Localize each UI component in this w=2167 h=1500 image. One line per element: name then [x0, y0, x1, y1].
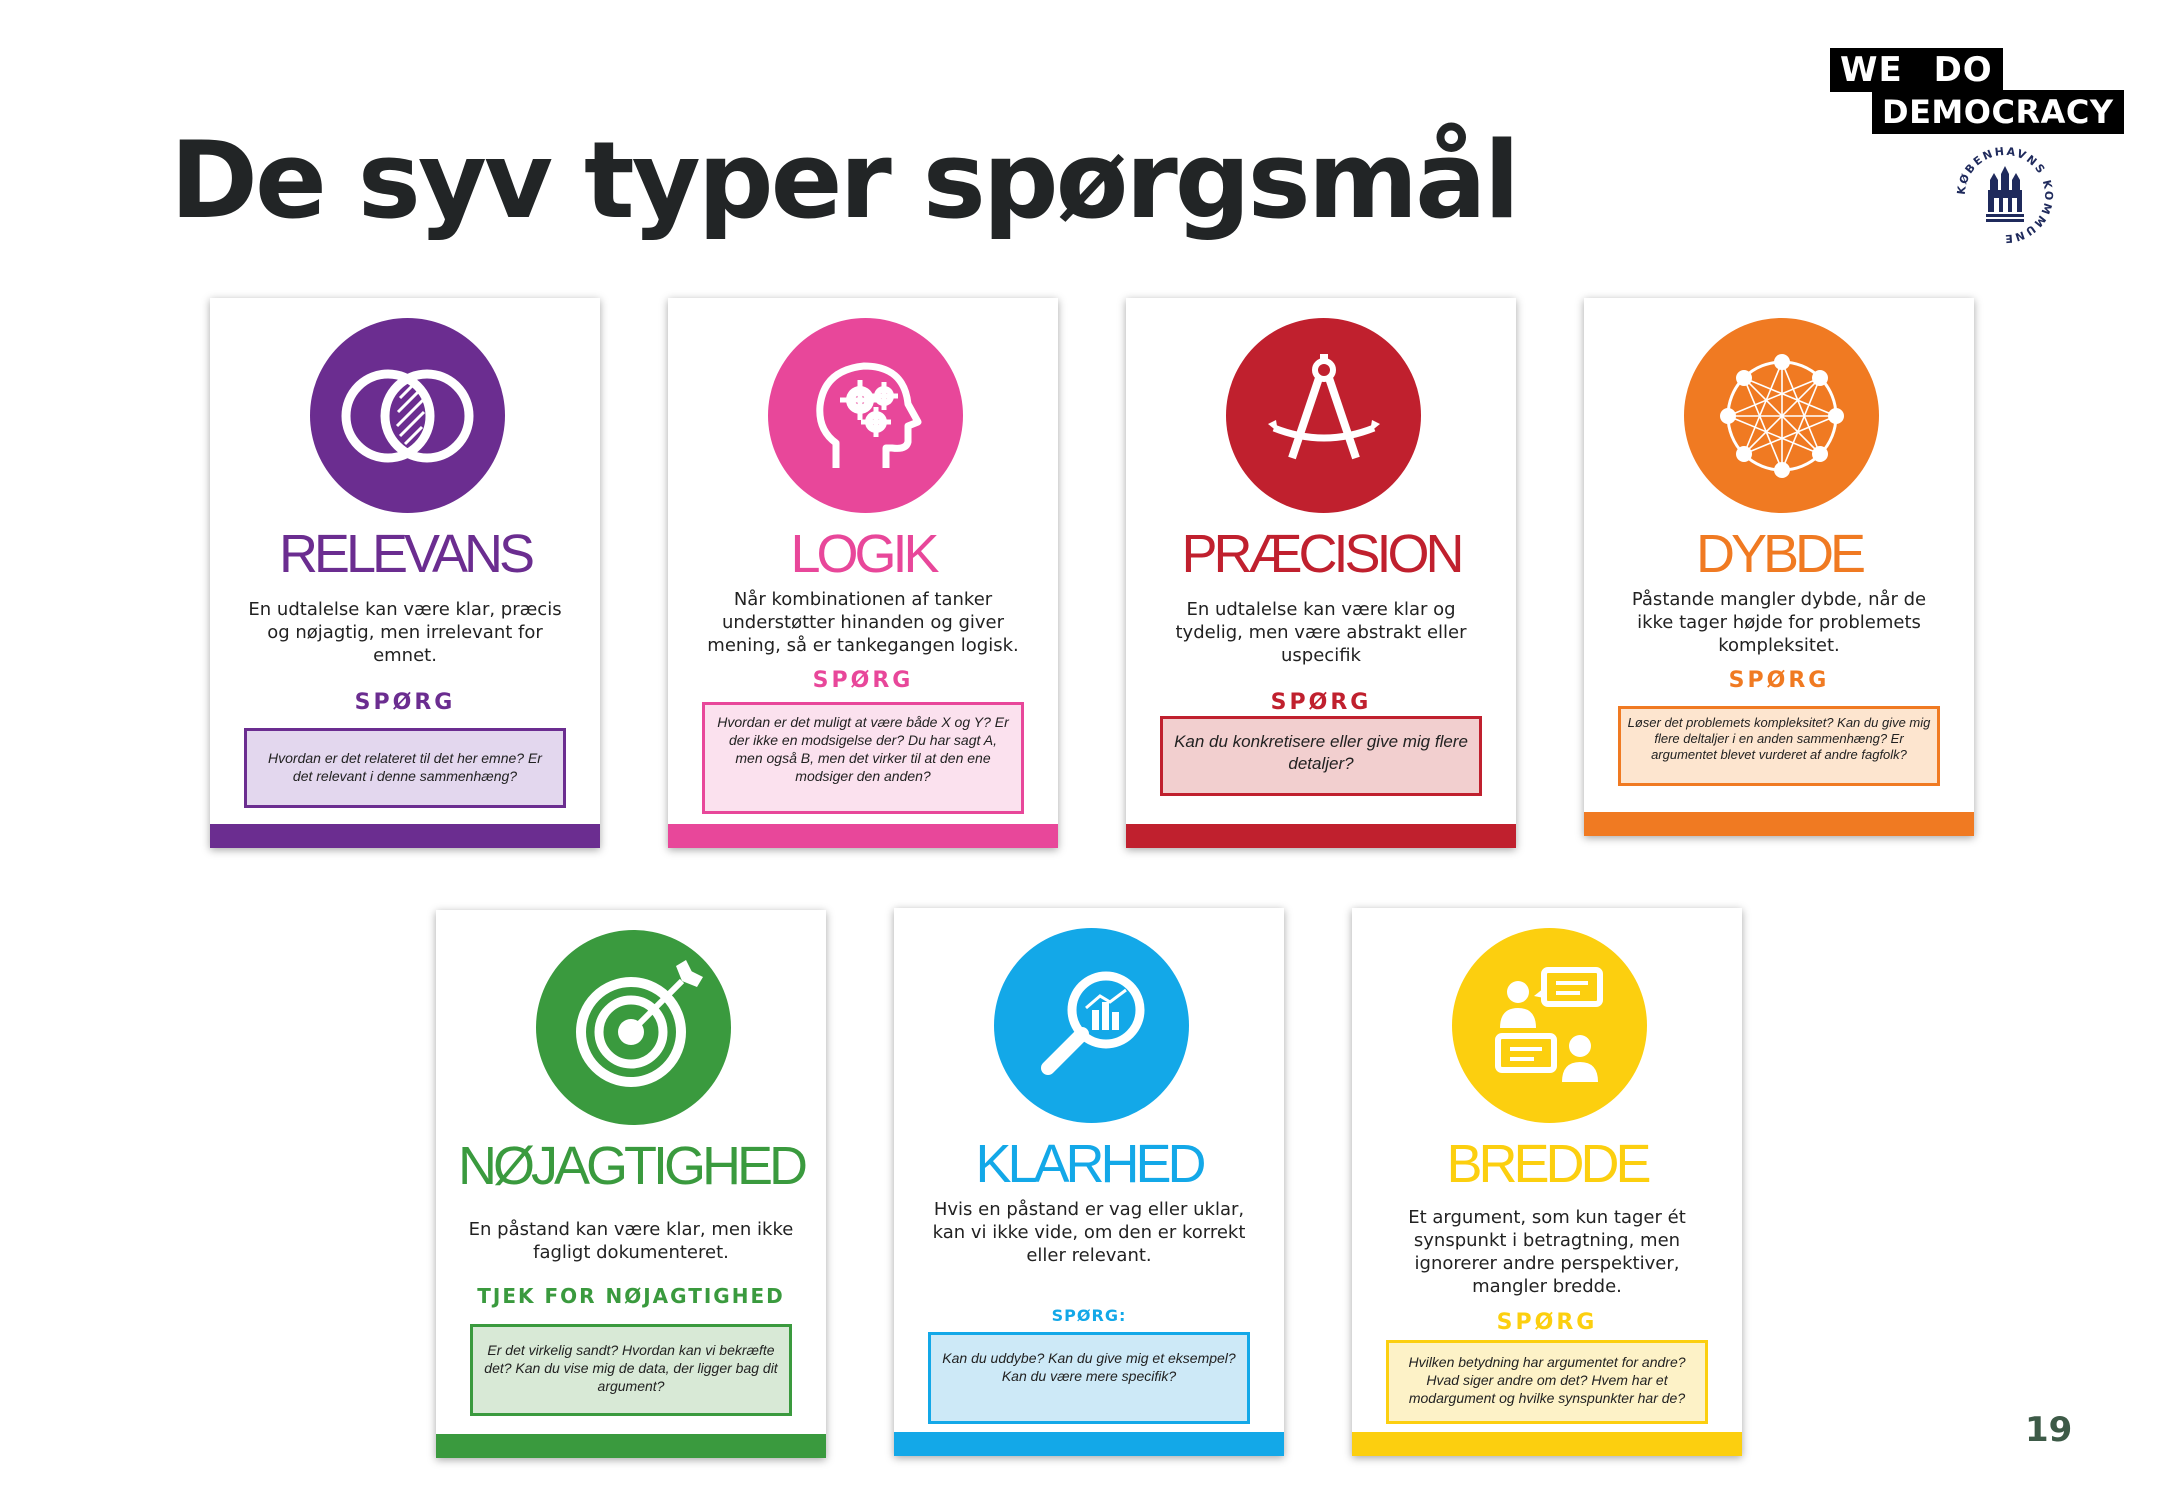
color-bar	[1126, 824, 1516, 848]
question-box: Hvordan er det relateret til det her emn…	[244, 728, 566, 808]
color-bar	[894, 1432, 1284, 1456]
card-bredde: BREDDE Et argument, som kun tager ét syn…	[1352, 908, 1742, 1456]
color-bar	[1352, 1432, 1742, 1456]
we-do-democracy-logo: WE DO DEMOCRACY	[1830, 48, 2124, 134]
logo-line-1: WE DO	[1830, 48, 2003, 92]
question-box: Kan du uddybe? Kan du give mig et eksemp…	[928, 1332, 1250, 1424]
card-logik: LOGIK Når kombinationen af tanker unders…	[668, 298, 1058, 848]
color-bar	[436, 1434, 826, 1458]
head-gears-icon	[768, 318, 963, 513]
ask-label: SPØRG	[1270, 690, 1372, 715]
card-description: Hvis en påstand er vag eller uklar, kan …	[932, 1199, 1246, 1266]
card-dybde: DYBDE Påstande mangler dybde, når de ikk…	[1584, 298, 1974, 836]
card-title: NØJAGTIGHED	[457, 1136, 808, 1196]
ask-label: SPØRG	[354, 690, 456, 715]
card-relevans: RELEVANS En udtalelse kan være klar, præ…	[210, 298, 600, 848]
question-box: Hvordan er det muligt at være både X og …	[702, 702, 1024, 814]
target-arrow-icon	[536, 930, 731, 1125]
kobenhavns-kommune-seal-icon: KØBENHAVNS KOMMUNE	[1950, 140, 2060, 250]
ask-label: SPØRG:	[1051, 1306, 1127, 1325]
ask-label: SPØRG	[812, 668, 914, 693]
card-title: BREDDE	[1446, 1134, 1651, 1194]
conversation-icon	[1452, 928, 1647, 1123]
magnifier-chart-icon	[994, 928, 1189, 1123]
ask-label: TJEK FOR NØJAGTIGHED	[477, 1284, 785, 1308]
question-box: Er det virkelig sandt? Hvordan kan vi be…	[470, 1324, 792, 1416]
ask-label: SPØRG	[1728, 668, 1830, 693]
card-title: LOGIK	[790, 524, 939, 584]
question-box: Hvilken betydning har argumentet for and…	[1386, 1340, 1708, 1424]
ask-label: SPØRG	[1496, 1310, 1598, 1335]
card-title: PRÆCISION	[1181, 524, 1464, 584]
network-icon	[1684, 318, 1879, 513]
card-title: KLARHED	[975, 1134, 1206, 1194]
question-box: Løser det problemets kompleksitet? Kan d…	[1618, 706, 1940, 786]
card-description: Påstande mangler dybde, når de ikke tage…	[1631, 589, 1927, 656]
question-box: Kan du konkretisere eller give mig flere…	[1160, 716, 1482, 796]
card-title: DYBDE	[1695, 524, 1866, 584]
logo-line-2: DEMOCRACY	[1872, 90, 2124, 134]
compass-icon	[1226, 318, 1421, 513]
card-description: En udtalelse kan være klar, præcis og nø…	[248, 599, 562, 666]
card-description: En påstand kan være klar, men ikke fagli…	[468, 1219, 794, 1263]
card-title: RELEVANS	[278, 524, 535, 584]
page-number: 19	[2025, 1410, 2073, 1450]
card-noejagtighed: NØJAGTIGHED En påstand kan være klar, me…	[436, 910, 826, 1458]
card-description: En udtalelse kan være klar og tydelig, m…	[1175, 599, 1467, 666]
color-bar	[668, 824, 1058, 848]
card-klarhed: KLARHED Hvis en påstand er vag eller ukl…	[894, 908, 1284, 1456]
color-bar	[1584, 812, 1974, 836]
card-description: Et argument, som kun tager ét synspunkt …	[1408, 1207, 1686, 1297]
card-praecision: PRÆCISION En udtalelse kan være klar og …	[1126, 298, 1516, 848]
card-description: Når kombinationen af tanker understøtter…	[707, 589, 1019, 656]
venn-diagram-icon	[310, 318, 505, 513]
page-title: De syv typer spørgsmål	[170, 119, 1520, 242]
color-bar	[210, 824, 600, 848]
